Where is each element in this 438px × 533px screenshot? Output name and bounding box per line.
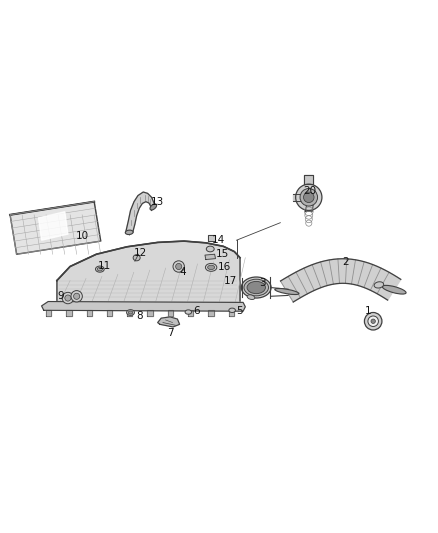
Circle shape bbox=[296, 184, 322, 211]
Text: 4: 4 bbox=[180, 266, 187, 277]
Ellipse shape bbox=[97, 268, 102, 271]
Text: 1: 1 bbox=[364, 306, 371, 316]
Ellipse shape bbox=[229, 308, 236, 312]
Polygon shape bbox=[305, 205, 313, 211]
Ellipse shape bbox=[374, 282, 384, 288]
Polygon shape bbox=[148, 310, 153, 316]
Text: 13: 13 bbox=[151, 197, 164, 207]
Ellipse shape bbox=[128, 311, 133, 314]
Circle shape bbox=[364, 312, 382, 330]
Ellipse shape bbox=[95, 266, 104, 272]
Text: 9: 9 bbox=[57, 291, 64, 301]
Ellipse shape bbox=[206, 246, 214, 252]
Circle shape bbox=[71, 290, 82, 302]
Ellipse shape bbox=[185, 310, 192, 314]
Ellipse shape bbox=[125, 230, 133, 235]
Text: 15: 15 bbox=[216, 249, 229, 259]
Polygon shape bbox=[87, 310, 92, 316]
Text: 2: 2 bbox=[343, 257, 350, 267]
Text: 12: 12 bbox=[134, 248, 147, 259]
Circle shape bbox=[176, 263, 182, 270]
Ellipse shape bbox=[205, 263, 217, 271]
Polygon shape bbox=[107, 310, 112, 316]
Ellipse shape bbox=[247, 281, 265, 294]
Ellipse shape bbox=[382, 285, 406, 294]
Polygon shape bbox=[39, 212, 68, 240]
Polygon shape bbox=[205, 254, 215, 260]
Text: 14: 14 bbox=[212, 235, 225, 245]
Circle shape bbox=[65, 295, 71, 301]
Ellipse shape bbox=[241, 277, 271, 298]
Ellipse shape bbox=[244, 279, 268, 296]
Polygon shape bbox=[42, 302, 245, 311]
Circle shape bbox=[62, 292, 74, 304]
Text: 6: 6 bbox=[193, 306, 200, 316]
Ellipse shape bbox=[247, 295, 255, 300]
Text: 5: 5 bbox=[236, 306, 243, 316]
Polygon shape bbox=[168, 310, 173, 316]
Circle shape bbox=[300, 189, 318, 206]
Polygon shape bbox=[293, 194, 304, 201]
Polygon shape bbox=[10, 201, 101, 254]
Polygon shape bbox=[304, 174, 313, 184]
Polygon shape bbox=[158, 317, 180, 327]
Polygon shape bbox=[229, 310, 234, 316]
Polygon shape bbox=[66, 310, 71, 316]
Polygon shape bbox=[57, 241, 240, 307]
Polygon shape bbox=[46, 310, 51, 316]
Ellipse shape bbox=[150, 204, 157, 210]
Polygon shape bbox=[280, 259, 401, 302]
Circle shape bbox=[74, 293, 80, 300]
Text: 3: 3 bbox=[259, 278, 266, 288]
Ellipse shape bbox=[133, 255, 140, 261]
Circle shape bbox=[304, 192, 314, 203]
Polygon shape bbox=[208, 310, 214, 316]
Polygon shape bbox=[188, 310, 193, 316]
Polygon shape bbox=[126, 192, 154, 232]
Polygon shape bbox=[127, 310, 132, 316]
Polygon shape bbox=[208, 235, 215, 241]
Circle shape bbox=[173, 261, 184, 272]
Text: 16: 16 bbox=[218, 262, 231, 272]
Circle shape bbox=[371, 319, 375, 324]
Text: 10: 10 bbox=[76, 231, 89, 241]
Text: 7: 7 bbox=[166, 328, 173, 338]
Text: 20: 20 bbox=[304, 186, 317, 196]
Ellipse shape bbox=[208, 265, 215, 270]
Text: 8: 8 bbox=[136, 311, 143, 320]
Ellipse shape bbox=[275, 288, 299, 295]
Circle shape bbox=[368, 316, 378, 327]
Text: 17: 17 bbox=[223, 276, 237, 286]
Text: 11: 11 bbox=[98, 261, 111, 271]
Ellipse shape bbox=[127, 310, 134, 316]
